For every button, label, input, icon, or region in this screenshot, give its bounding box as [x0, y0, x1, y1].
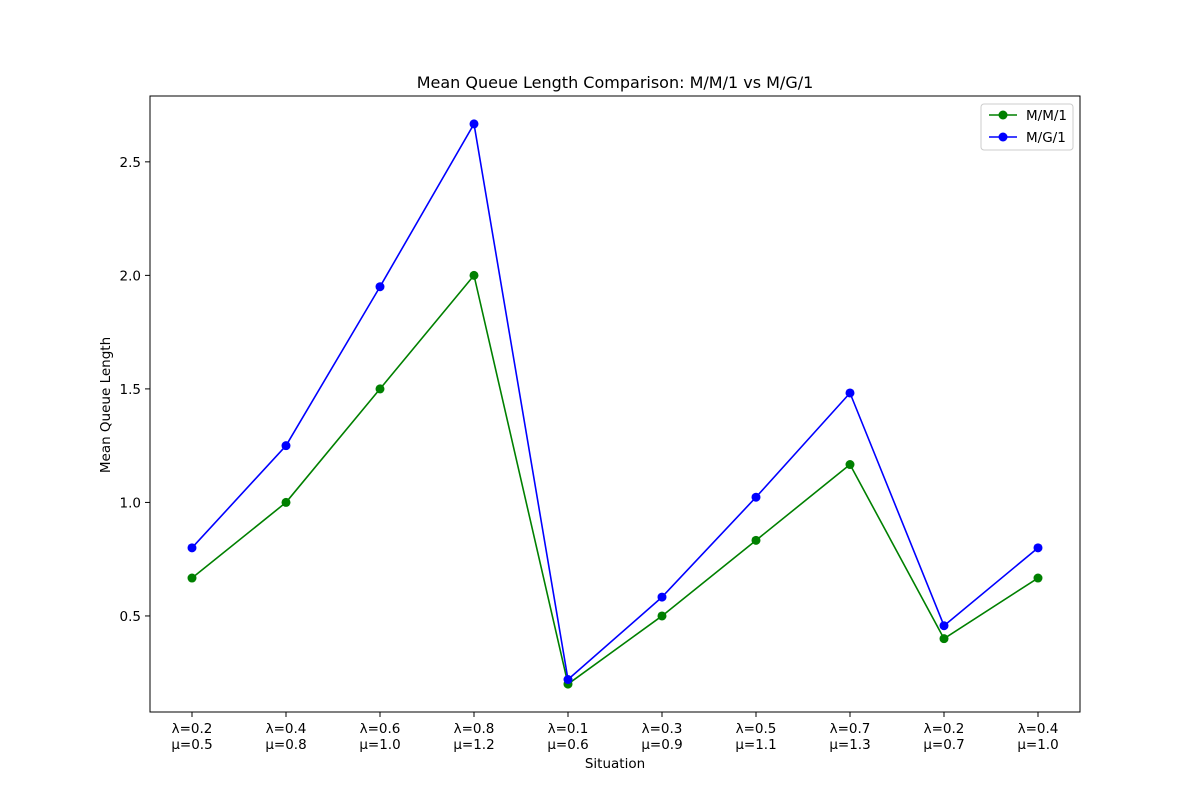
series-line-m-g-1: [191, 123, 1039, 681]
x-tick-label-line: μ=0.6: [547, 737, 588, 753]
data-point-m-m-1: [939, 634, 949, 644]
y-tick-label: 2.0: [120, 268, 141, 284]
x-tick-label-line: μ=0.7: [923, 737, 964, 753]
legend-marker: [998, 110, 1008, 120]
x-tick-label: λ=0.7 μ=1.3: [829, 721, 870, 753]
x-tick-label-line: μ=0.5: [171, 737, 212, 753]
x-tick-label-line: λ=0.6: [360, 721, 401, 737]
x-axis-label: Situation: [585, 756, 645, 772]
y-axis-label: Mean Queue Length: [98, 337, 114, 473]
x-tick-label-line: μ=1.3: [829, 737, 870, 753]
x-tick-label-line: μ=1.0: [359, 737, 400, 753]
data-point-m-g-1: [1033, 543, 1043, 553]
axes-frame: [149, 95, 1081, 713]
x-tick-label-line: μ=1.0: [1017, 737, 1058, 753]
data-point-m-m-1: [657, 611, 667, 621]
x-tick-label-line: λ=0.8: [454, 721, 495, 737]
y-tick-label: 1.0: [120, 495, 141, 511]
series-line-m-m-1: [191, 274, 1039, 685]
data-point-m-g-1: [281, 441, 291, 451]
legend-label: M/M/1: [1026, 108, 1067, 124]
x-tick-label-line: λ=0.7: [830, 721, 871, 737]
x-tick-label: λ=0.8 μ=1.2: [453, 721, 494, 753]
data-point-m-g-1: [469, 119, 479, 129]
legend-marker: [998, 132, 1008, 142]
x-tick-label: λ=0.3 μ=0.9: [641, 721, 682, 753]
x-tick-label-line: λ=0.3: [642, 721, 683, 737]
x-tick-label: λ=0.2 μ=0.5: [171, 721, 212, 753]
legend: M/M/1 M/G/1: [980, 103, 1074, 151]
data-point-m-g-1: [845, 388, 855, 398]
x-tick-label-line: λ=0.2: [172, 721, 213, 737]
legend-label: M/G/1: [1026, 130, 1066, 146]
plot-area: 0.51.01.52.02.5λ=0.2 μ=0.5λ=0.4 μ=0.8λ=0.6…: [120, 95, 1081, 753]
data-point-m-m-1: [751, 535, 761, 545]
x-tick-label: λ=0.6 μ=1.0: [359, 721, 400, 753]
x-tick-label: λ=0.5 μ=1.1: [735, 721, 776, 753]
x-tick-label-line: μ=1.2: [453, 737, 494, 753]
x-tick-label: λ=0.2 μ=0.7: [923, 721, 964, 753]
data-point-m-g-1: [939, 621, 949, 631]
x-tick-label: λ=0.1 μ=0.6: [547, 721, 588, 753]
data-point-m-g-1: [751, 492, 761, 502]
data-point-m-g-1: [657, 592, 667, 602]
data-point-m-g-1: [187, 543, 197, 553]
x-tick-label-line: μ=1.1: [735, 737, 776, 753]
x-tick-label-line: μ=0.9: [641, 737, 682, 753]
y-tick-label: 1.5: [120, 382, 141, 398]
y-tick-label: 0.5: [120, 609, 141, 625]
data-point-m-m-1: [187, 573, 197, 583]
x-tick-label-line: λ=0.4: [266, 721, 307, 737]
chart-title: Mean Queue Length Comparison: M/M/1 vs M…: [417, 73, 814, 92]
data-point-m-g-1: [375, 282, 385, 292]
x-tick-label-line: λ=0.1: [548, 721, 589, 737]
x-tick-label-line: λ=0.4: [1018, 721, 1059, 737]
x-tick-label: λ=0.4 μ=0.8: [265, 721, 306, 753]
x-tick-label-line: λ=0.2: [924, 721, 965, 737]
data-point-m-g-1: [563, 675, 573, 685]
data-point-m-m-1: [1033, 573, 1043, 583]
y-tick-label: 2.5: [120, 155, 141, 171]
data-point-m-m-1: [469, 270, 479, 280]
data-point-m-m-1: [281, 497, 291, 507]
x-tick-label: λ=0.4 μ=1.0: [1017, 721, 1058, 753]
data-point-m-m-1: [845, 460, 855, 470]
data-point-m-m-1: [375, 384, 385, 394]
x-tick-label-line: λ=0.5: [736, 721, 777, 737]
x-tick-label-line: μ=0.8: [265, 737, 306, 753]
